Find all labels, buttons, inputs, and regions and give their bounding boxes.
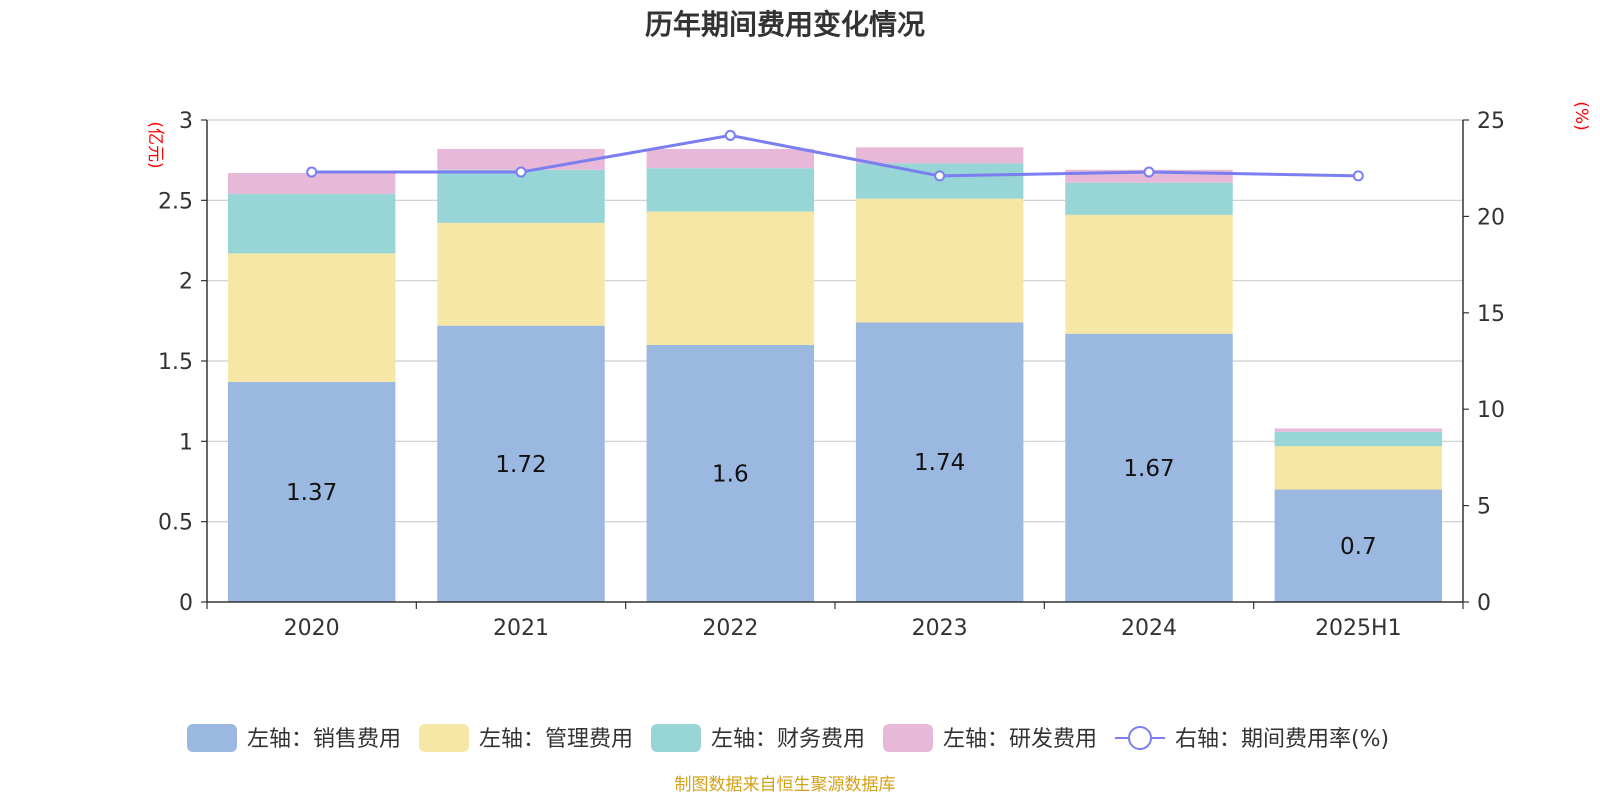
rate-point: [934, 170, 946, 182]
right-tick-label: 25: [1477, 109, 1505, 134]
x-tick-label: 2024: [1121, 616, 1177, 641]
legend-label: 右轴：期间费用率(%): [1175, 727, 1389, 752]
left-tick-label: 3: [179, 109, 193, 134]
bar-value-label: 1.67: [1123, 456, 1174, 482]
legend-marker: [1128, 726, 1152, 750]
right-tick-label: 20: [1477, 205, 1505, 230]
left-tick-label: 0.5: [158, 511, 193, 536]
bar-segment: [646, 211, 815, 345]
bar-value-label: 1.6: [712, 461, 749, 487]
bar-segment: [855, 147, 1024, 164]
source-note: 制图数据来自恒生聚源数据库: [675, 775, 896, 795]
left-tick-label: 2: [179, 270, 193, 295]
bar-segment: [1274, 428, 1443, 432]
bar-segment: [855, 322, 1024, 602]
rate-point: [306, 166, 318, 178]
bar-segment: [646, 168, 815, 212]
rate-line: [306, 129, 1364, 182]
legend-label: 左轴：财务费用: [711, 727, 865, 752]
data-labels: 1.37 1.72 1.6 1.74 1.67 0.7: [286, 450, 1377, 560]
legend-swatch: [187, 724, 237, 752]
left-tick-label: 0: [179, 591, 193, 616]
bar-segment: [1274, 489, 1443, 602]
bar-segment: [227, 253, 396, 382]
right-axis-unit: (%): [1571, 101, 1591, 130]
right-tick-label: 0: [1477, 591, 1491, 616]
bar-segment: [646, 148, 815, 169]
bar-value-label: 1.74: [914, 450, 965, 476]
x-tick-label: 2021: [493, 616, 549, 641]
x-tick-label: 2025H1: [1315, 616, 1402, 641]
x-tick-label: 2022: [702, 616, 758, 641]
bar-value-label: 1.37: [286, 480, 337, 506]
left-tick-label: 2.5: [158, 189, 193, 214]
chart-title: 历年期间费用变化情况: [645, 8, 925, 41]
bar-segment: [855, 198, 1024, 323]
bar-segment: [227, 193, 396, 254]
bar-segment: [1065, 333, 1233, 602]
bar-segment: [437, 169, 605, 223]
rate-point: [1352, 170, 1364, 182]
rate-point: [1143, 166, 1155, 178]
bar-segment: [646, 344, 815, 602]
bars: [227, 147, 1443, 602]
bar-segment: [1065, 214, 1233, 334]
right-tick-label: 5: [1477, 495, 1491, 520]
bar-value-label: 1.72: [495, 452, 546, 478]
legend-swatch: [651, 724, 701, 752]
axes: 0 0.5 1 1.5 2 2.5 3 0 5 10 15 20 25 2020 2021 2022 2023 2…: [158, 109, 1505, 641]
bar-segment: [227, 381, 396, 602]
legend-label: 左轴：管理费用: [479, 727, 633, 752]
rate-point: [515, 166, 527, 178]
bar-segment: [1274, 446, 1443, 490]
x-tick-label: 2023: [912, 616, 968, 641]
grid: [207, 119, 1463, 523]
bar-segment: [227, 173, 396, 194]
legend-label: 左轴：研发费用: [943, 727, 1097, 752]
bar-segment: [437, 222, 605, 326]
left-tick-label: 1: [179, 430, 193, 455]
bar-value-label: 0.7: [1340, 534, 1377, 560]
x-tick-label: 2020: [284, 616, 340, 641]
right-tick-label: 15: [1477, 302, 1505, 327]
left-tick-label: 1.5: [158, 350, 193, 375]
legend: 左轴：销售费用 左轴：管理费用 左轴：财务费用 左轴：研发费用 右轴：期间费用率(%): [187, 724, 1389, 752]
left-axis-unit: (亿元): [145, 121, 165, 168]
bar-segment: [1065, 182, 1233, 215]
legend-swatch: [883, 724, 933, 752]
rate-point: [724, 129, 736, 141]
rate-line-path: [311, 133, 1359, 178]
right-tick-label: 10: [1477, 398, 1505, 423]
bar-segment: [1274, 431, 1443, 447]
legend-swatch: [419, 724, 469, 752]
legend-label: 左轴：销售费用: [247, 727, 401, 752]
bar-segment: [437, 325, 605, 602]
